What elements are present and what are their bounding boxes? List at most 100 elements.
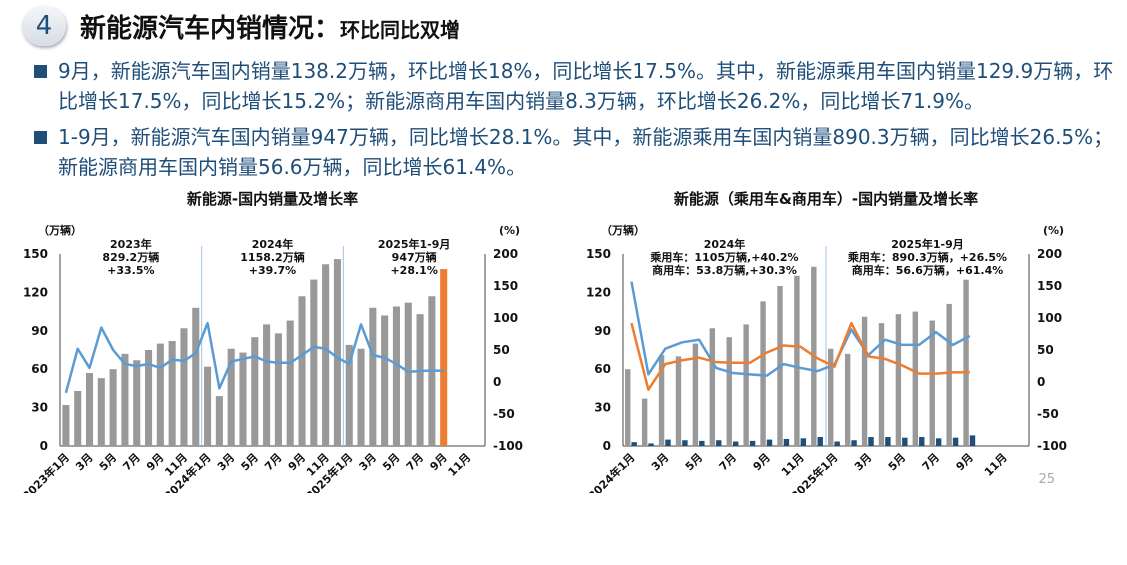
- bar: [333, 259, 341, 446]
- bar: [345, 344, 353, 446]
- y-tick-label: 60: [31, 362, 48, 376]
- bar: [834, 441, 840, 446]
- x-tick-label: 3月: [73, 451, 95, 473]
- bar: [658, 355, 665, 446]
- bar: [902, 437, 908, 446]
- bullet-list: 9月，新能源汽车国内销量138.2万辆，环比增长18%，同比增长17.5%。其中…: [0, 52, 1127, 182]
- bar: [699, 440, 705, 446]
- bar: [85, 373, 94, 446]
- y2-tick-label: 200: [493, 247, 518, 261]
- bar: [878, 323, 885, 446]
- bar: [109, 369, 117, 446]
- bullet-item: 1-9月，新能源汽车国内销量947万辆，同比增长28.1%。其中，新能源乘用车国…: [30, 122, 1117, 182]
- bar: [861, 316, 868, 446]
- page-title: 新能源汽车内销情况：环比同比双增: [80, 8, 460, 45]
- page-number: 25: [1038, 472, 1055, 487]
- year-annotation: 乘用车：1105万辆,+40.2%: [649, 250, 798, 264]
- bar: [912, 311, 919, 446]
- bar: [716, 440, 722, 446]
- x-tick-label: 5月: [239, 451, 261, 473]
- year-annotation: +33.5%: [107, 264, 154, 277]
- y2-tick-label: -100: [1037, 439, 1067, 453]
- bar: [74, 390, 82, 446]
- bar: [310, 279, 318, 446]
- bar: [732, 441, 739, 446]
- bar: [895, 314, 902, 446]
- bar: [286, 320, 294, 446]
- x-tick-label: 9月: [954, 451, 976, 473]
- y2-tick-label: 100: [1037, 311, 1062, 325]
- growth-line: [64, 321, 444, 394]
- bar: [369, 307, 377, 446]
- year-annotation: 2024年: [252, 237, 294, 251]
- bar: [145, 350, 153, 446]
- bar: [180, 328, 188, 446]
- y2-axis-unit: (%): [499, 224, 520, 237]
- x-tick-label: 11月: [982, 451, 1010, 479]
- year-annotation: 商用车：53.8万辆,+30.3%: [652, 263, 797, 277]
- growth-line: [630, 321, 970, 391]
- chart-title: 新能源-国内销量及增长率: [187, 190, 358, 208]
- bar: [168, 341, 176, 446]
- year-annotation: 829.2万辆: [102, 250, 159, 264]
- bar: [766, 439, 773, 446]
- y2-tick-label: 50: [1037, 343, 1054, 357]
- x-tick-label: 2023年1月: [19, 450, 72, 493]
- bar: [263, 324, 271, 446]
- bar: [133, 360, 141, 446]
- bar: [322, 264, 330, 446]
- bar: [749, 440, 756, 446]
- bar: [625, 369, 631, 446]
- x-tick-label: 3月: [852, 451, 874, 473]
- y2-tick-label: 150: [1037, 279, 1062, 293]
- bar: [760, 301, 766, 446]
- bar: [274, 333, 282, 446]
- y-tick-label: 90: [31, 324, 48, 338]
- bar: [416, 314, 424, 446]
- x-tick-label: 11月: [779, 451, 807, 479]
- bar: [631, 442, 637, 446]
- bar: [62, 405, 70, 446]
- x-tick-label: 11月: [446, 451, 474, 479]
- y-axis-unit: （万辆）: [38, 223, 82, 237]
- y2-tick-label: 50: [493, 343, 510, 357]
- y2-tick-label: -100: [493, 439, 523, 453]
- bullet-item: 9月，新能源汽车国内销量138.2万辆，环比增长18%，同比增长17.5%。其中…: [30, 56, 1117, 116]
- y-tick-label: 30: [594, 401, 611, 415]
- year-annotation: 乘用车：890.3万辆，+26.5%: [847, 250, 1007, 264]
- bar: [885, 437, 891, 446]
- year-annotation: 2025年1-9月: [891, 237, 964, 251]
- bar: [952, 437, 959, 446]
- bar: [929, 320, 935, 446]
- bar: [215, 396, 223, 446]
- bar: [357, 348, 365, 446]
- bar: [726, 337, 732, 446]
- bar: [641, 398, 648, 446]
- bar: [969, 435, 976, 446]
- y-tick-label: 30: [31, 401, 48, 415]
- bar: [121, 353, 129, 446]
- charts-row: 新能源-国内销量及增长率 （万辆） (%) 0 30 60 90 120 150 -100 -50 0…: [0, 188, 1127, 493]
- x-tick-label: 7月: [262, 451, 284, 473]
- year-annotation: +39.7%: [249, 264, 296, 277]
- title-sub: 环比同比双增: [340, 17, 461, 42]
- y2-tick-label: 100: [493, 311, 518, 325]
- bar: [817, 437, 823, 446]
- chart-passenger-commercial-sales: 新能源（乘用车&商用车）-国内销量及增长率 （万辆） (%) 0 30 60 90 120 15…: [585, 190, 1067, 493]
- bar: [828, 348, 834, 446]
- x-tick-label: 3月: [357, 451, 379, 473]
- bar: [851, 440, 857, 446]
- bar: [665, 439, 671, 446]
- bar: [97, 378, 105, 446]
- header: 4 新能源汽车内销情况：环比同比双增: [0, 0, 1127, 52]
- y-tick-label: 120: [23, 285, 48, 299]
- y2-tick-label: 0: [493, 375, 501, 389]
- year-annotation: 2023年: [110, 237, 152, 251]
- x-tick-label: 5月: [683, 451, 705, 473]
- bar: [800, 438, 807, 446]
- x-tick-label: 7月: [120, 451, 142, 473]
- bar: [946, 303, 952, 446]
- bar: [440, 269, 448, 446]
- bar: [298, 296, 306, 446]
- y2-tick-label: 200: [1037, 247, 1062, 261]
